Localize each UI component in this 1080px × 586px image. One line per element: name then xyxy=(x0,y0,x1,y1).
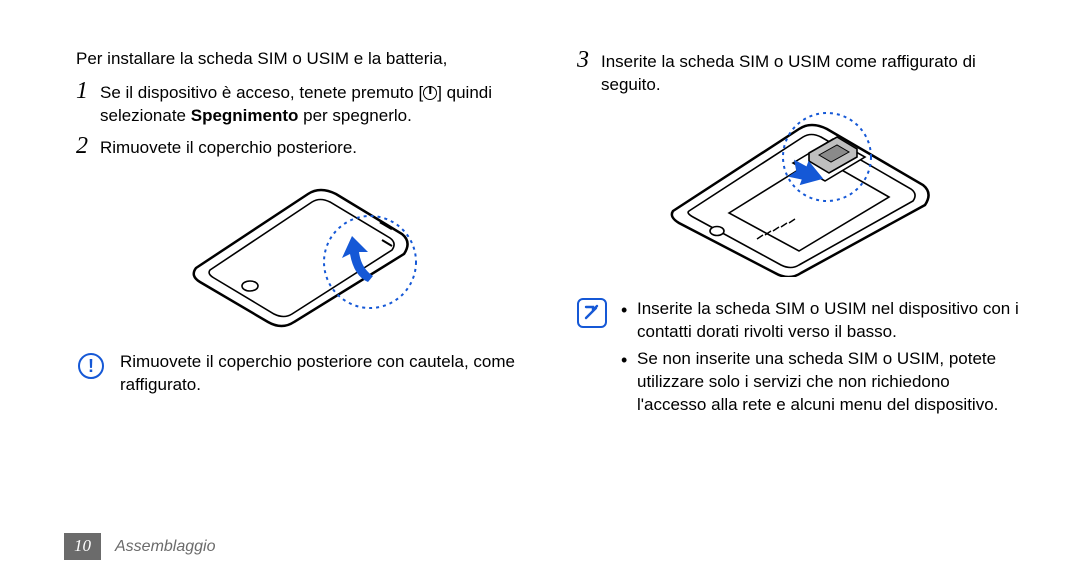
step-3-body: Inserite la scheda SIM o USIM come raffi… xyxy=(601,48,1020,97)
step-number-3: 3 xyxy=(577,48,601,73)
bullet-2: Se non inserite una scheda SIM o USIM, p… xyxy=(621,348,1020,417)
power-icon xyxy=(423,86,437,100)
step-3: 3 Inserite la scheda SIM o USIM come raf… xyxy=(577,48,1020,97)
caution-text: Rimuovete il coperchio posteriore con ca… xyxy=(120,351,519,397)
info-icon xyxy=(577,298,607,328)
bullet-1: Inserite la scheda SIM o USIM nel dispos… xyxy=(621,298,1020,344)
page-number: 10 xyxy=(64,533,101,560)
warning-icon: ! xyxy=(76,351,106,381)
caution-note: ! Rimuovete il coperchio posteriore con … xyxy=(76,351,519,397)
step-1: 1 Se il dispositivo è acceso, tenete pre… xyxy=(76,79,519,128)
info-note: Inserite la scheda SIM o USIM nel dispos… xyxy=(577,298,1020,421)
step-1-body: Se il dispositivo è acceso, tenete premu… xyxy=(100,79,519,128)
right-column: 3 Inserite la scheda SIM o USIM come raf… xyxy=(577,48,1020,508)
figure-remove-cover xyxy=(76,170,519,337)
step1-bold: Spegnimento xyxy=(191,106,299,125)
page-footer: 10 Assemblaggio xyxy=(64,533,216,560)
step-number-1: 1 xyxy=(76,79,100,104)
step-2-body: Rimuovete il coperchio posteriore. xyxy=(100,134,519,160)
step1-text-a: Se il dispositivo è acceso, tenete premu… xyxy=(100,83,423,102)
left-column: Per installare la scheda SIM o USIM e la… xyxy=(76,48,519,508)
figure-insert-sim xyxy=(577,107,1020,284)
step-2: 2 Rimuovete il coperchio posteriore. xyxy=(76,134,519,160)
step-number-2: 2 xyxy=(76,134,100,159)
section-title: Assemblaggio xyxy=(115,536,216,558)
info-bullets: Inserite la scheda SIM o USIM nel dispos… xyxy=(621,298,1020,421)
intro-text: Per installare la scheda SIM o USIM e la… xyxy=(76,48,519,71)
step1-text-c: per spegnerlo. xyxy=(298,106,411,125)
